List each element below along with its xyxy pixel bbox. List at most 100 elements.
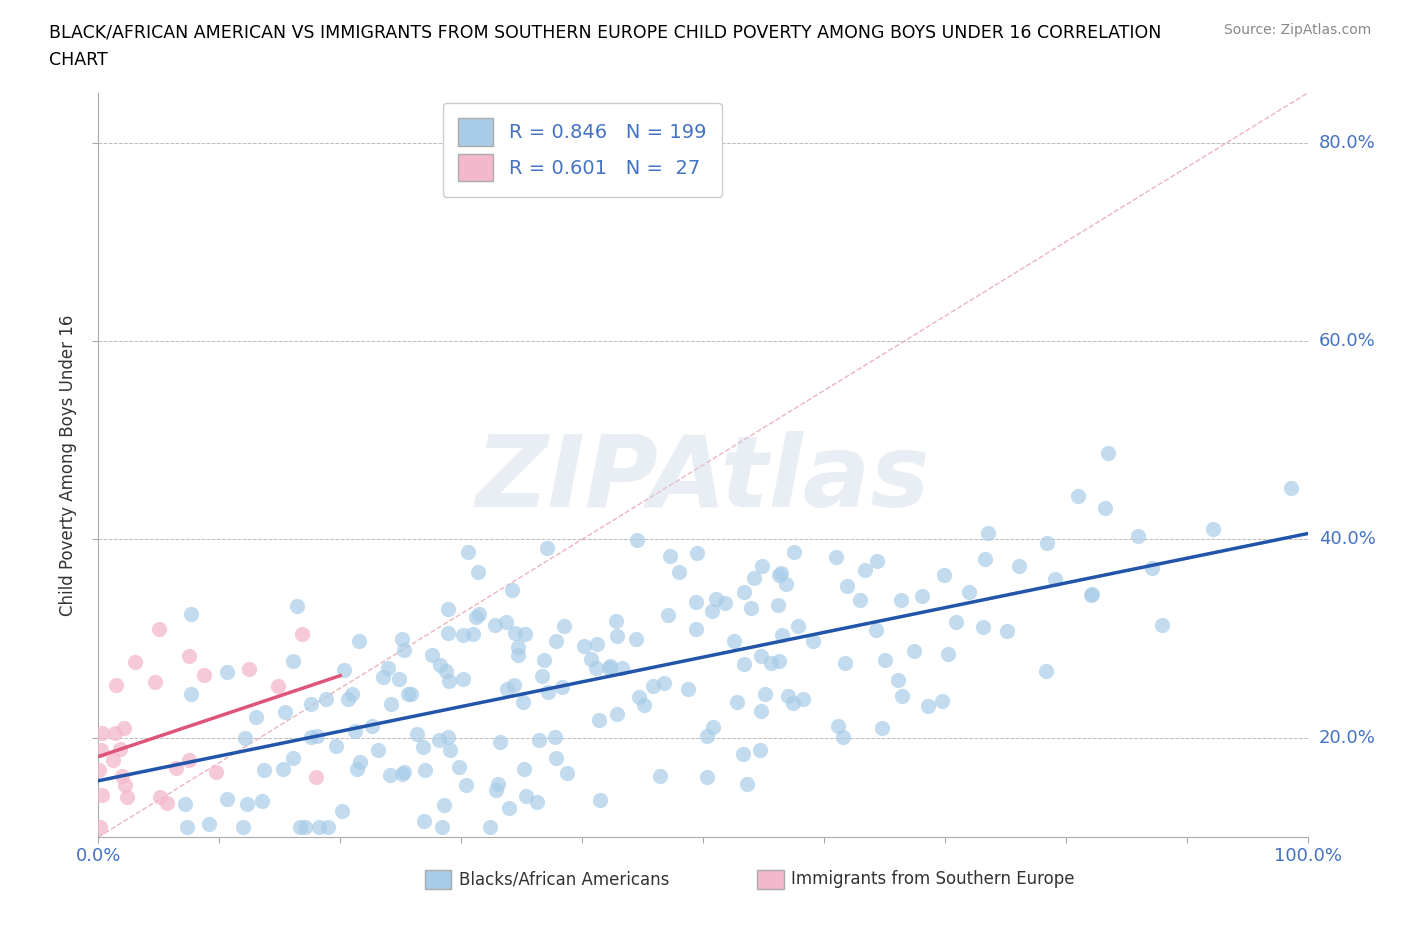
Point: [936, 646, 959, 661]
Point: [253, 763, 276, 777]
Point: [498, 800, 520, 815]
Point: [866, 553, 889, 568]
Point: [527, 733, 550, 748]
Point: [451, 671, 474, 686]
Point: [464, 610, 486, 625]
Legend: R = 0.846   N = 199, R = 0.601   N =  27: R = 0.846 N = 199, R = 0.601 N = 27: [443, 102, 721, 196]
Point: [454, 777, 477, 792]
Point: [572, 639, 595, 654]
Point: [205, 764, 228, 779]
Point: [890, 592, 912, 607]
Point: [412, 739, 434, 754]
Point: [361, 719, 384, 734]
Point: [783, 544, 806, 559]
Point: [316, 819, 339, 834]
Point: [148, 621, 170, 636]
Point: [585, 660, 607, 675]
Point: [658, 549, 681, 564]
Text: Blacks/African Americans: Blacks/African Americans: [458, 870, 669, 888]
Point: [685, 595, 707, 610]
Point: [1067, 488, 1090, 503]
Point: [513, 762, 536, 777]
Point: [274, 704, 297, 719]
Point: [945, 615, 967, 630]
Point: [112, 721, 135, 736]
Point: [533, 653, 555, 668]
Point: [903, 644, 925, 658]
Point: [245, 710, 267, 724]
Point: [853, 563, 876, 578]
Point: [792, 692, 814, 707]
Text: BLACK/AFRICAN AMERICAN VS IMMIGRANTS FROM SOUTHERN EUROPE CHILD POVERTY AMONG BO: BLACK/AFRICAN AMERICAN VS IMMIGRANTS FRO…: [49, 23, 1161, 41]
Point: [294, 819, 316, 834]
Point: [579, 652, 602, 667]
Point: [457, 544, 479, 559]
Point: [232, 819, 254, 834]
Point: [652, 676, 675, 691]
Point: [650, 768, 672, 783]
Point: [238, 661, 260, 676]
Point: [433, 797, 456, 812]
Point: [754, 687, 776, 702]
Point: [537, 684, 560, 699]
Point: [179, 648, 201, 663]
Point: [434, 663, 457, 678]
Point: [1279, 481, 1302, 496]
Point: [468, 607, 491, 622]
Point: [485, 783, 508, 798]
Point: [467, 565, 489, 579]
Point: [236, 796, 259, 811]
Point: [267, 679, 290, 694]
Point: [89, 819, 111, 834]
Point: [486, 777, 509, 791]
Point: [513, 627, 536, 642]
Text: Source: ZipAtlas.com: Source: ZipAtlas.com: [1223, 23, 1371, 37]
Point: [114, 777, 136, 792]
Point: [217, 665, 239, 680]
Point: [103, 752, 125, 767]
Point: [775, 577, 797, 591]
Point: [343, 724, 366, 739]
Point: [508, 648, 530, 663]
Point: [105, 677, 128, 692]
Point: [761, 656, 783, 671]
Point: [333, 662, 356, 677]
Point: [910, 589, 932, 604]
Point: [287, 598, 309, 613]
Point: [605, 614, 627, 629]
Point: [489, 735, 512, 750]
Point: [685, 622, 707, 637]
Point: [553, 618, 575, 633]
Point: [484, 618, 506, 632]
Text: Immigrants from Southern Europe: Immigrants from Southern Europe: [792, 870, 1074, 888]
Point: [315, 692, 337, 707]
Point: [447, 760, 470, 775]
Point: [427, 733, 450, 748]
Point: [180, 686, 202, 701]
Point: [977, 525, 1000, 540]
Point: [872, 721, 894, 736]
Point: [215, 791, 238, 806]
Point: [104, 725, 127, 740]
Point: [437, 730, 460, 745]
Point: [657, 607, 679, 622]
Text: 80.0%: 80.0%: [1319, 134, 1375, 152]
Point: [589, 792, 612, 807]
Point: [288, 819, 311, 834]
Point: [405, 726, 427, 741]
Point: [349, 754, 371, 769]
Point: [420, 648, 443, 663]
Point: [825, 550, 848, 565]
Point: [700, 604, 723, 618]
Point: [512, 695, 534, 710]
Point: [91, 788, 114, 803]
Point: [124, 654, 146, 669]
Point: [156, 795, 179, 810]
Point: [367, 742, 389, 757]
Point: [1080, 588, 1102, 603]
Point: [801, 633, 824, 648]
Point: [586, 637, 609, 652]
Point: [875, 653, 897, 668]
Point: [396, 686, 419, 701]
Point: [934, 567, 956, 582]
